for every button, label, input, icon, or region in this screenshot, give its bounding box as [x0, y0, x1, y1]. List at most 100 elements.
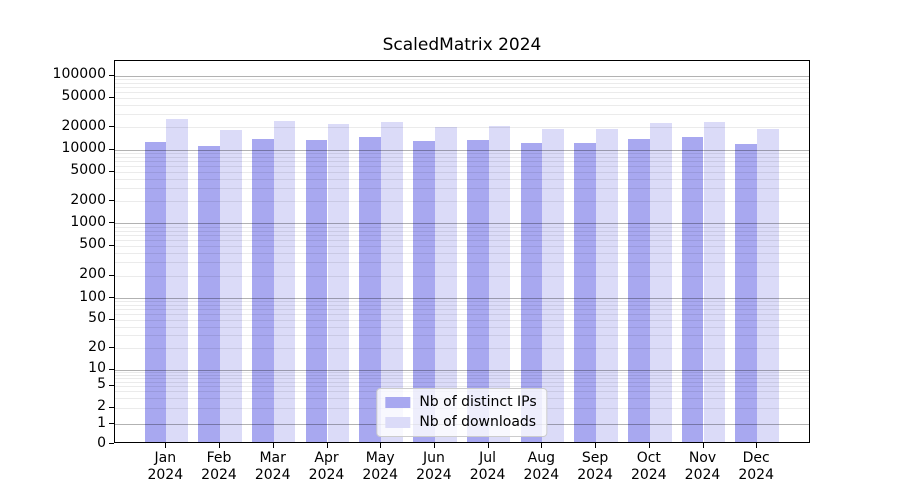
y-tick-mark-100 [109, 297, 114, 298]
minor-gridline-500 [115, 245, 809, 247]
x-tick-mark-apr [326, 443, 328, 448]
y-tick-label-1: 1 [97, 414, 106, 431]
y-tick-label-200: 200 [79, 266, 106, 282]
x-tick-mark-may [380, 443, 382, 448]
x-tick-mark-jun [433, 443, 435, 448]
legend-label-downloads: Nb of downloads [419, 414, 537, 430]
minor-gridline-70000 [115, 87, 809, 88]
x-tick-label-apr: Apr 2024 [308, 450, 345, 483]
y-tick-label-5: 5 [97, 376, 106, 393]
minor-gridline-4000 [115, 178, 809, 180]
minor-gridline-60 [115, 313, 809, 315]
minor-gridline-9000 [115, 152, 809, 154]
y-tick-label-500: 500 [79, 236, 106, 253]
minor-gridline-70 [115, 309, 809, 311]
minor-gridline-30000 [115, 114, 809, 116]
minor-gridline-20000 [115, 127, 809, 129]
major-gridline-100 [115, 298, 809, 299]
x-tick-mark-oct [648, 443, 650, 448]
x-tick-mark-jan [165, 443, 167, 448]
y-tick-mark-100000 [109, 74, 114, 76]
x-tick-mark-aug [541, 443, 543, 448]
legend-label-distinct-ips: Nb of distinct IPs [419, 394, 537, 410]
x-tick-mark-jul [487, 443, 489, 448]
minor-gridline-400 [115, 253, 809, 254]
minor-gridline-40000 [115, 105, 809, 106]
minor-gridline-5000 [115, 171, 809, 173]
x-tick-label-may: May 2024 [362, 450, 398, 483]
minor-gridline-90000 [115, 79, 809, 80]
bar-nb-of-distinct-ips-dec [735, 143, 758, 442]
minor-gridline-50 [115, 319, 809, 321]
bar-nb-of-downloads-apr [327, 123, 350, 442]
minor-gridline-6000 [115, 165, 809, 167]
x-tick-mark-sep [595, 443, 597, 448]
minor-gridline-80000 [115, 82, 809, 84]
legend-entry-downloads: Nb of downloads [385, 415, 536, 430]
x-tick-mark-nov [702, 443, 704, 448]
bar-nb-of-downloads-sep [596, 128, 618, 442]
minor-gridline-90 [115, 301, 809, 303]
y-tick-label-0: 0 [97, 434, 106, 451]
minor-gridline-7000 [115, 160, 809, 162]
minor-gridline-300 [115, 262, 809, 264]
y-tick-mark-0 [109, 443, 114, 444]
minor-gridline-20 [115, 348, 809, 349]
minor-gridline-5 [115, 385, 809, 387]
x-tick-label-sep: Sep 2024 [577, 450, 613, 483]
y-tick-mark-5 [109, 384, 114, 386]
y-tick-label-20: 20 [88, 338, 106, 355]
y-tick-mark-2000 [109, 200, 114, 202]
minor-gridline-2000 [115, 201, 809, 203]
minor-gridline-800 [115, 230, 809, 232]
y-tick-mark-20 [109, 347, 114, 348]
y-tick-label-2: 2 [97, 398, 106, 415]
y-tick-label-10: 10 [88, 360, 106, 376]
minor-gridline-8000 [115, 156, 809, 158]
minor-gridline-8 [115, 374, 809, 376]
y-tick-label-2000: 2000 [70, 191, 106, 208]
y-tick-label-50: 50 [88, 310, 106, 326]
grid-layer [115, 61, 809, 442]
x-tick-label-mar: Mar 2024 [254, 450, 291, 483]
minor-gridline-600 [115, 239, 809, 241]
y-tick-label-50000: 50000 [61, 88, 106, 105]
y-tick-mark-1000 [109, 222, 114, 224]
minor-gridline-6 [115, 381, 809, 383]
y-tick-label-100000: 100000 [52, 66, 106, 83]
legend-swatch-distinct-ips [385, 397, 411, 408]
y-tick-label-5000: 5000 [70, 162, 106, 179]
bar-nb-of-downloads-feb [220, 129, 242, 442]
minor-gridline-7 [115, 377, 809, 379]
y-tick-label-20000: 20000 [61, 117, 106, 134]
x-tick-label-feb: Feb 2024 [201, 450, 237, 483]
bar-nb-of-distinct-ips-apr [305, 139, 328, 442]
y-tick-mark-1 [109, 423, 114, 424]
y-tick-mark-10 [109, 368, 114, 370]
y-tick-label-100: 100 [79, 288, 106, 305]
x-tick-mark-dec [756, 443, 758, 448]
major-gridline-100000 [115, 75, 809, 77]
bar-nb-of-distinct-ips-jan [144, 141, 167, 442]
minor-gridline-40 [115, 326, 809, 328]
x-tick-label-jul: Jul 2024 [469, 450, 506, 483]
bar-nb-of-distinct-ips-feb [198, 146, 220, 442]
y-tick-mark-2 [109, 406, 114, 408]
minor-gridline-60000 [115, 92, 809, 93]
major-gridline-1000 [115, 223, 809, 225]
y-tick-mark-5000 [109, 170, 114, 172]
x-tick-label-oct: Oct 2024 [630, 450, 667, 483]
minor-gridline-9 [115, 372, 809, 373]
bar-nb-of-downloads-dec [757, 129, 779, 442]
bar-nb-of-downloads-oct [649, 123, 672, 442]
x-tick-label-jan: Jan 2024 [147, 450, 184, 483]
minor-gridline-700 [115, 234, 809, 236]
minor-gridline-200 [115, 275, 809, 277]
minor-gridline-900 [115, 226, 809, 228]
bar-nb-of-distinct-ips-mar [251, 138, 274, 442]
legend: Nb of distinct IPs Nb of downloads [376, 388, 548, 437]
x-tick-label-dec: Dec 2024 [738, 450, 774, 483]
bar-nb-of-downloads-mar [273, 121, 296, 442]
minor-gridline-3000 [115, 188, 809, 190]
bar-nb-of-downloads-nov [703, 121, 726, 442]
